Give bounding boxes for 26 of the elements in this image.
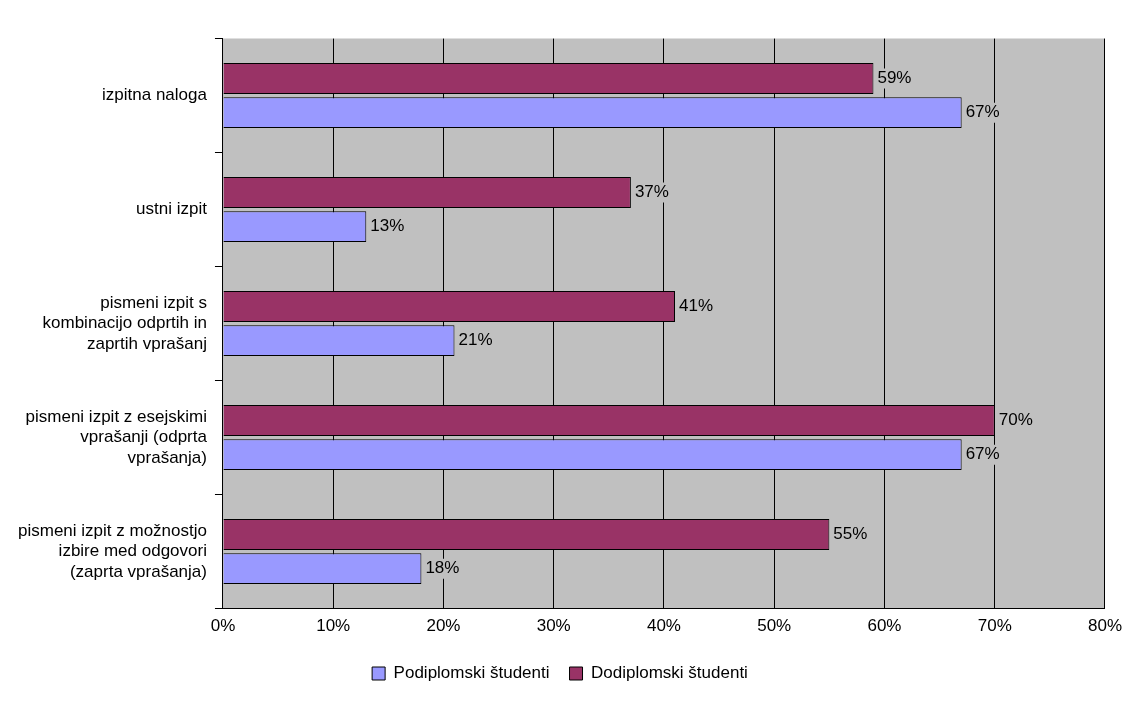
- data-label: 70%: [998, 410, 1033, 430]
- data-label: 55%: [833, 524, 868, 544]
- data-label: 37%: [634, 182, 669, 202]
- data-label: 59%: [877, 68, 912, 88]
- x-tick-label: 70%: [977, 616, 1012, 636]
- x-tick-label: 60%: [867, 616, 902, 636]
- x-tick-label: 50%: [757, 616, 792, 636]
- x-tick-label: 30%: [536, 616, 571, 636]
- x-tick-label: 40%: [646, 616, 681, 636]
- data-label: 21%: [458, 330, 493, 350]
- y-tick-label: pismeni izpit s kombinacijo odprtih in zaprtih vprašanj: [42, 292, 207, 353]
- x-tick-label: 0%: [210, 616, 236, 636]
- y-tick-label: ustni izpit: [136, 199, 208, 219]
- data-label: 41%: [679, 296, 714, 316]
- x-tick-label: 20%: [426, 616, 461, 636]
- x-tick-label: 80%: [1087, 616, 1122, 636]
- data-label: 67%: [965, 102, 1000, 122]
- y-tick-label: pismeni izpit z možnostjo izbire med odgovori (zaprta vprašanja): [17, 520, 207, 581]
- data-label: 67%: [965, 444, 1000, 464]
- data-label: 18%: [425, 558, 460, 578]
- data-label: 13%: [370, 216, 405, 236]
- x-tick-label: 10%: [316, 616, 351, 636]
- y-tick-label: izpitna naloga: [102, 85, 208, 105]
- y-tick-label: pismeni izpit z esejskimi vprašanji (odprta vprašanja): [25, 406, 208, 467]
- legend-label: Podiplomski študenti: [393, 663, 550, 683]
- legend-label: Dodiplomski študenti: [591, 663, 748, 683]
